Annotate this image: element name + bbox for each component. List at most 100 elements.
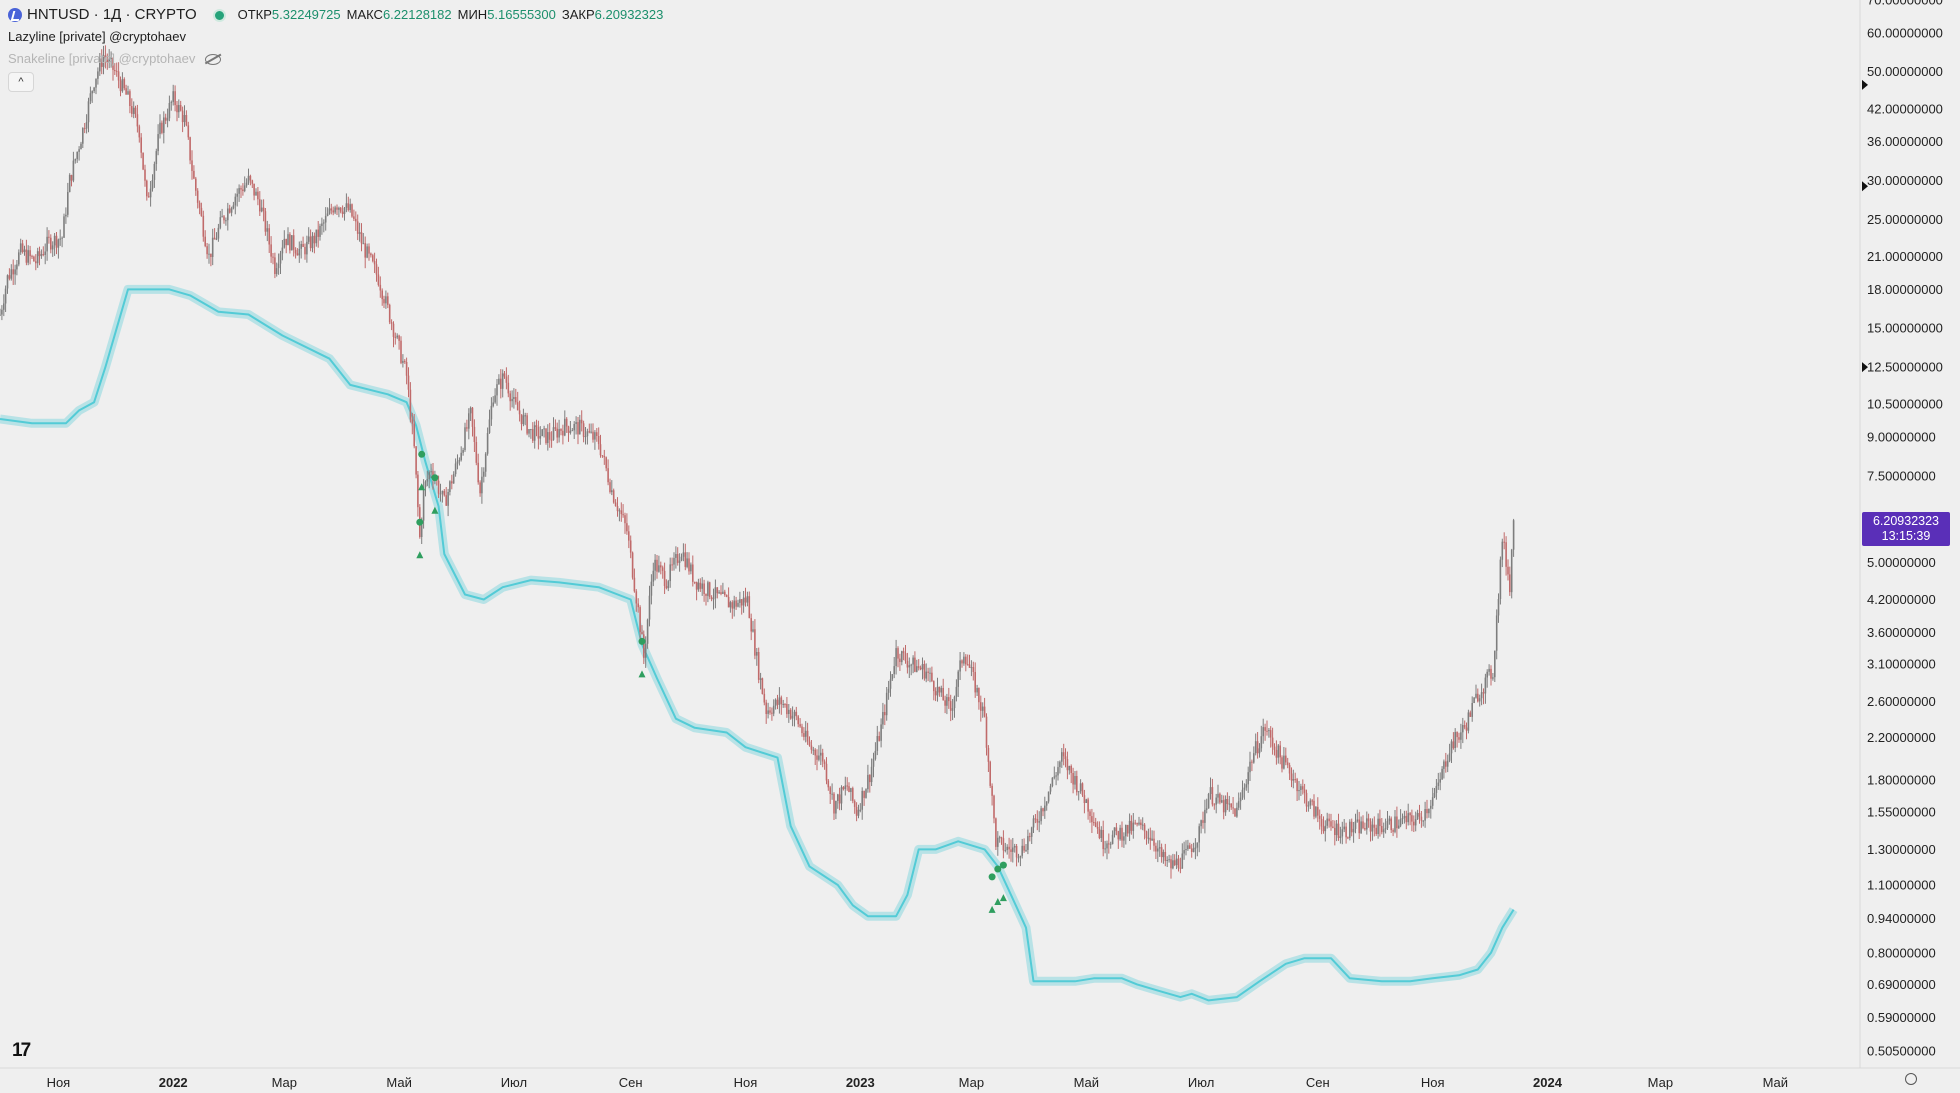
candle-body [494,395,496,403]
candle-body [415,446,417,475]
candle-body [106,58,109,63]
alert-marker-icon[interactable] [1862,362,1868,373]
candle-body [1268,730,1270,732]
candle-body [300,244,302,249]
ohlc-close: ЗАКР6.20932323 [562,4,663,26]
candle-body [820,752,822,756]
candle-body [635,591,638,604]
candle-body [19,243,22,253]
candle-body [652,570,655,582]
candle-body [541,429,543,436]
candle-body [810,745,813,750]
x-tick-label: Сен [1306,1075,1330,1090]
signal-dot [431,474,439,482]
candle-body [1168,859,1170,861]
indicator-lazyline[interactable]: Lazyline [private] @cryptohaev [8,26,669,48]
candle-body [44,251,46,255]
candle-body [1226,799,1229,804]
candle-body [812,749,815,751]
candle-body [622,514,624,516]
candle-body [204,236,206,247]
candle-body [942,688,944,701]
candle-body [417,474,419,508]
candle-body [356,221,359,234]
candle-body [739,599,741,603]
candle-body [961,660,963,664]
candle-body [978,688,980,703]
candle-body [1495,615,1498,651]
candle-body [409,389,412,420]
candle-body [801,726,803,734]
candle-body [456,461,459,464]
candle-body [1025,849,1027,851]
candle-body [283,238,286,248]
candle-body [57,239,60,248]
candle-body [580,419,583,424]
candle-body [867,774,869,790]
candle-body [411,419,414,424]
candle-body [774,699,777,706]
candle-body [163,117,165,133]
x-tick-label: Май [1763,1075,1788,1090]
candle-body [48,236,50,238]
candle-body [1074,776,1076,785]
candle-body [1013,846,1016,848]
y-tick-label: 50.00000000 [1867,64,1943,79]
candle-body [31,256,33,258]
candle-body [1147,837,1150,839]
candle-body [140,137,142,153]
candle-body [104,55,107,59]
candle-body [74,159,77,161]
candle-body [1424,809,1426,821]
alert-marker-icon[interactable] [1862,181,1868,192]
candle-body [1002,838,1005,851]
candle-body [1343,826,1345,830]
candle-body [1454,732,1456,748]
candle-body [780,697,783,705]
candle-body [740,599,743,606]
y-tick-label: 1.80000000 [1867,773,1936,788]
collapse-legend-button[interactable]: ^ [8,72,34,92]
candle-body [564,418,566,436]
tradingview-logo[interactable]: 17 [12,1040,31,1061]
candle-body [594,432,596,440]
candle-body [643,634,645,658]
price-axis[interactable]: 70.00000000 60.00000000 50.00000000 42.0000… [1862,0,1943,1058]
candle-body [1130,820,1133,831]
candle-body [1401,818,1404,820]
candle-body [307,236,310,242]
candle-body [46,236,48,252]
y-tick-label: 0.69000000 [1867,977,1936,992]
alert-marker-icon[interactable] [1862,79,1868,90]
candle-body [597,436,600,445]
candle-body [407,375,410,390]
candle-body [518,410,521,415]
time-axis[interactable]: Ноя 2022 Мар Май Июл Сен Ноя 2023 Мар Май Июл Сен Но… [47,1075,1788,1090]
candle-body [227,208,229,221]
candle-body [1219,793,1221,803]
indicator-snakeline[interactable]: Snakeline [private] @cryptohaev [8,48,669,70]
y-tick-label: 12.50000000 [1867,360,1943,375]
candle-body [166,118,169,121]
candle-body [38,251,41,257]
candle-body [375,264,378,275]
candle-body [1469,712,1472,717]
candle-body [1030,827,1033,837]
hidden-eye-icon[interactable] [205,53,222,65]
candle-body [1125,825,1127,837]
candle-body [1386,821,1389,829]
candle-body [1045,801,1048,806]
candle-body [123,79,126,89]
candle-body [1501,541,1504,560]
candle-body [1411,815,1413,822]
candle-body [447,492,449,506]
candle-body [298,248,301,256]
symbol-title[interactable]: HNTUSD · 1Д · CRYPTO [27,6,197,23]
candle-body [402,360,404,363]
settings-icon[interactable] [1905,1073,1917,1085]
candle-body [934,691,937,696]
candle-body [1403,815,1406,819]
candle-body [392,323,395,337]
candle-body [443,490,446,496]
